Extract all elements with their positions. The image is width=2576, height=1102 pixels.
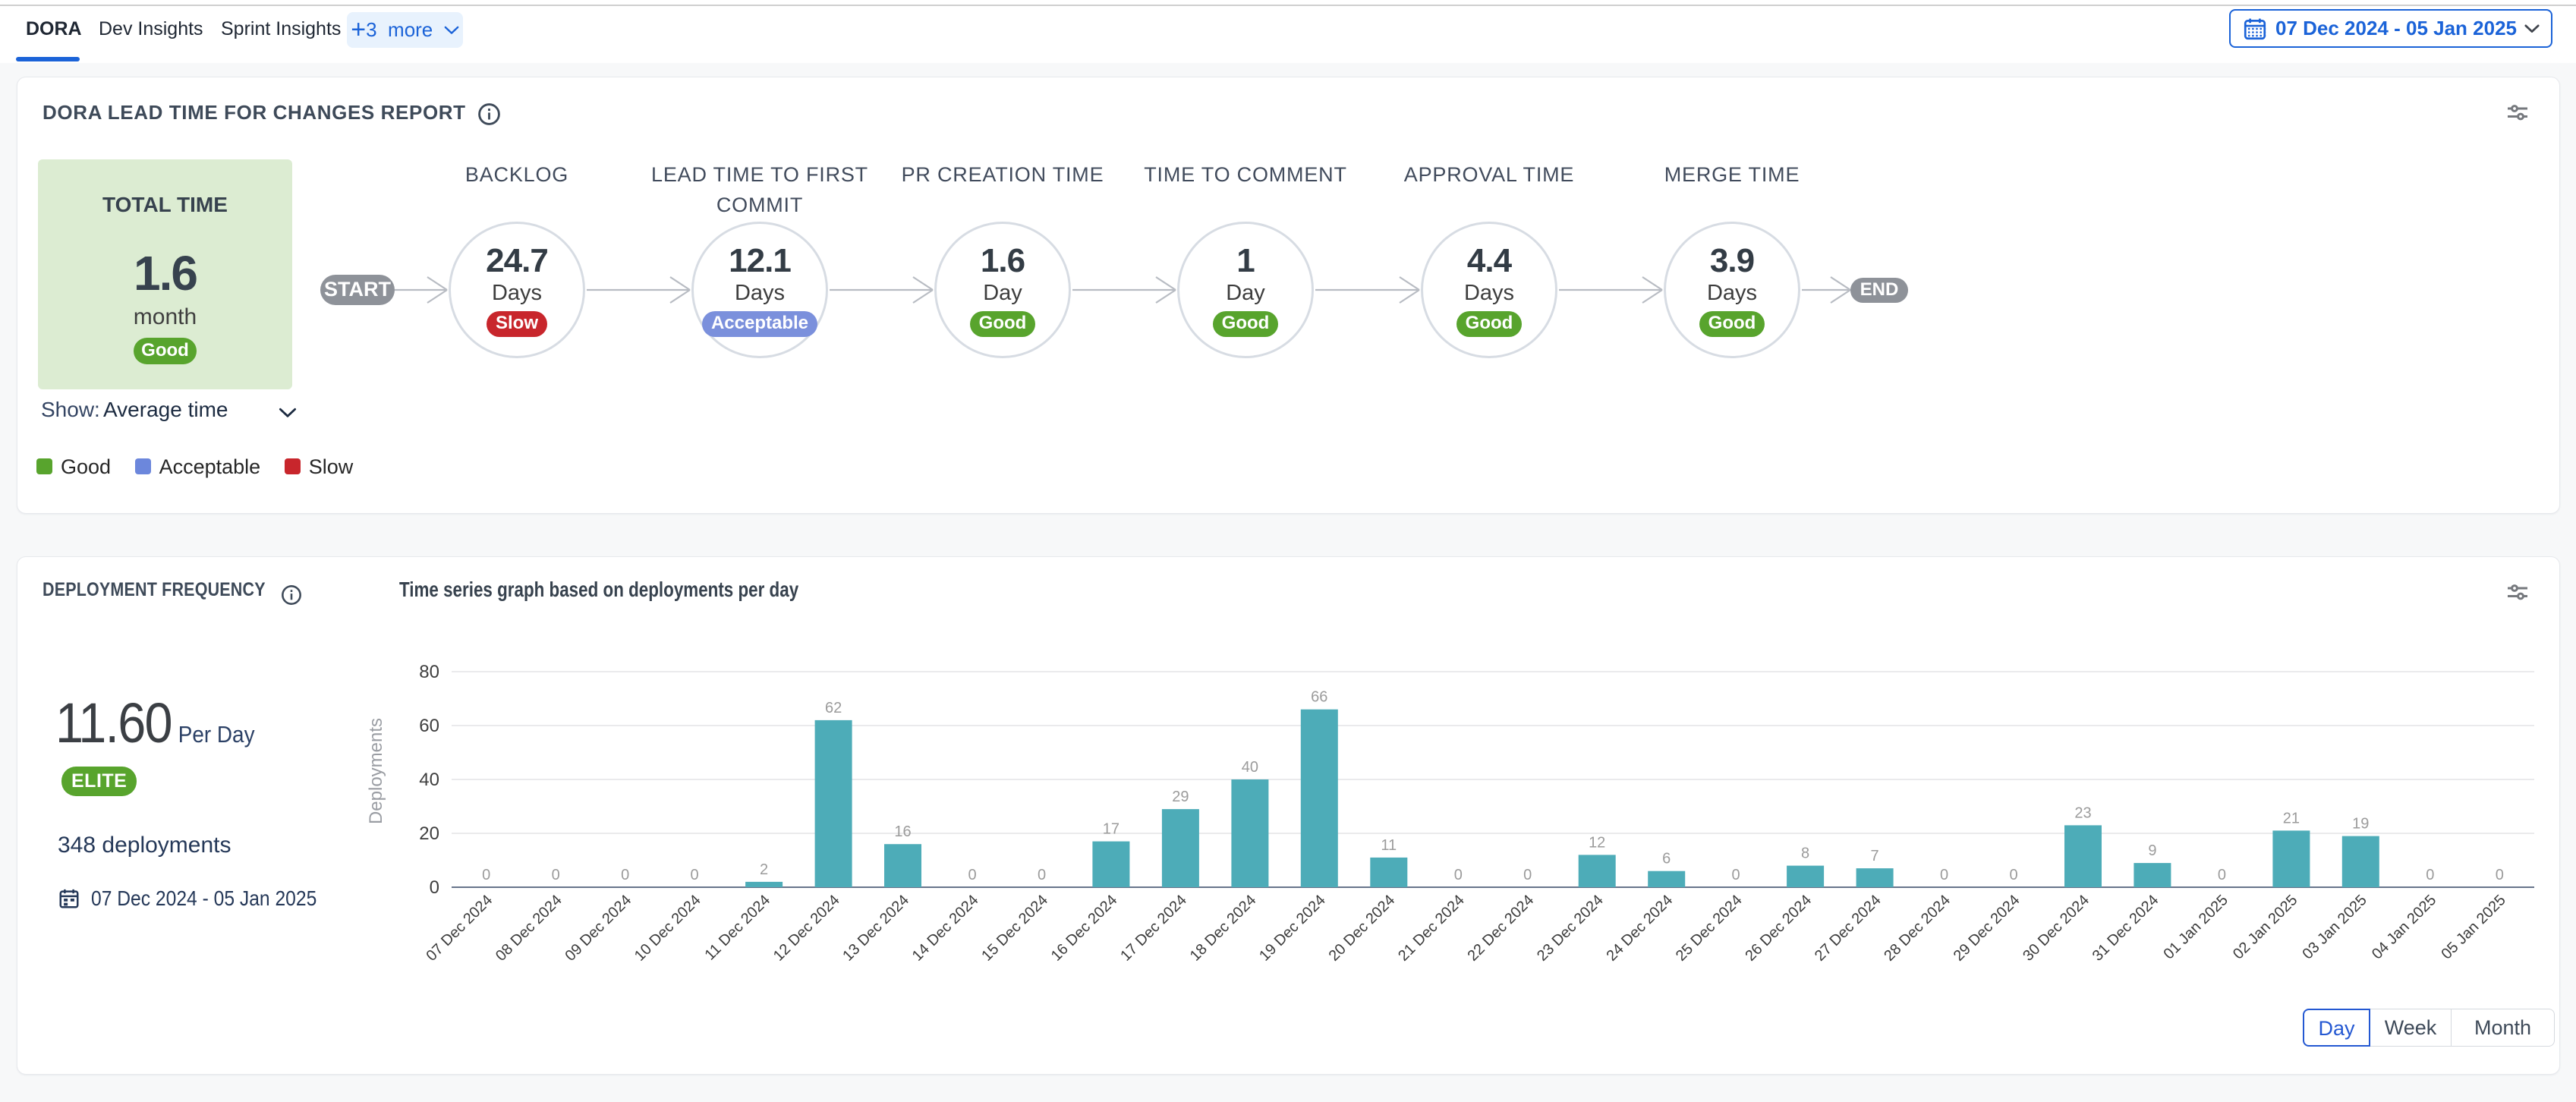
svg-text:19: 19 bbox=[2352, 816, 2369, 833]
svg-text:07 Dec 2024: 07 Dec 2024 bbox=[423, 892, 496, 965]
svg-text:12: 12 bbox=[1589, 834, 1605, 851]
svg-text:0: 0 bbox=[552, 867, 560, 883]
svg-text:0: 0 bbox=[1523, 867, 1532, 883]
svg-text:14 Dec 2024: 14 Dec 2024 bbox=[909, 892, 982, 965]
svg-text:29: 29 bbox=[1172, 789, 1189, 805]
svg-text:25 Dec 2024: 25 Dec 2024 bbox=[1673, 892, 1746, 965]
svg-text:31 Dec 2024: 31 Dec 2024 bbox=[2089, 892, 2162, 965]
svg-text:80: 80 bbox=[419, 662, 439, 682]
svg-text:23 Dec 2024: 23 Dec 2024 bbox=[1534, 892, 1607, 965]
svg-text:0: 0 bbox=[2009, 867, 2017, 883]
svg-text:22 Dec 2024: 22 Dec 2024 bbox=[1464, 892, 1537, 965]
svg-text:11 Dec 2024: 11 Dec 2024 bbox=[701, 892, 773, 964]
svg-text:62: 62 bbox=[825, 700, 842, 716]
svg-text:17 Dec 2024: 17 Dec 2024 bbox=[1117, 892, 1190, 965]
svg-text:29 Dec 2024: 29 Dec 2024 bbox=[1951, 892, 2023, 965]
svg-text:40: 40 bbox=[419, 770, 439, 790]
svg-text:15 Dec 2024: 15 Dec 2024 bbox=[978, 892, 1051, 965]
svg-text:Deployments: Deployments bbox=[366, 718, 386, 824]
svg-text:0: 0 bbox=[691, 867, 699, 883]
svg-text:20 Dec 2024: 20 Dec 2024 bbox=[1326, 892, 1399, 965]
svg-text:60: 60 bbox=[419, 716, 439, 736]
svg-text:6: 6 bbox=[1662, 851, 1671, 867]
svg-text:0: 0 bbox=[1454, 867, 1463, 883]
svg-text:0: 0 bbox=[621, 867, 629, 883]
svg-text:0: 0 bbox=[1038, 867, 1046, 883]
svg-text:40: 40 bbox=[1242, 759, 1258, 776]
svg-text:05 Jan 2025: 05 Jan 2025 bbox=[2438, 892, 2508, 962]
svg-text:27 Dec 2024: 27 Dec 2024 bbox=[1812, 892, 1885, 965]
svg-text:13 Dec 2024: 13 Dec 2024 bbox=[839, 892, 912, 965]
svg-text:66: 66 bbox=[1311, 689, 1327, 706]
svg-text:18 Dec 2024: 18 Dec 2024 bbox=[1187, 892, 1260, 965]
svg-text:23: 23 bbox=[2074, 804, 2091, 821]
svg-text:0: 0 bbox=[1732, 867, 1740, 883]
svg-text:03 Jan 2025: 03 Jan 2025 bbox=[2299, 892, 2370, 962]
svg-text:10 Dec 2024: 10 Dec 2024 bbox=[631, 892, 704, 965]
svg-text:20: 20 bbox=[419, 823, 439, 844]
svg-text:0: 0 bbox=[430, 877, 439, 898]
svg-text:0: 0 bbox=[2426, 867, 2434, 883]
svg-text:0: 0 bbox=[2496, 867, 2504, 883]
svg-text:21 Dec 2024: 21 Dec 2024 bbox=[1395, 892, 1468, 965]
svg-text:24 Dec 2024: 24 Dec 2024 bbox=[1603, 892, 1676, 965]
svg-text:7: 7 bbox=[1871, 848, 1879, 864]
svg-text:12 Dec 2024: 12 Dec 2024 bbox=[770, 892, 843, 965]
svg-text:09 Dec 2024: 09 Dec 2024 bbox=[562, 892, 635, 965]
svg-text:0: 0 bbox=[2218, 867, 2226, 883]
svg-text:21: 21 bbox=[2283, 810, 2300, 826]
svg-text:01 Jan 2025: 01 Jan 2025 bbox=[2161, 892, 2231, 962]
svg-text:9: 9 bbox=[2148, 842, 2156, 859]
svg-text:26 Dec 2024: 26 Dec 2024 bbox=[1742, 892, 1815, 965]
svg-text:11: 11 bbox=[1381, 837, 1397, 854]
svg-text:19 Dec 2024: 19 Dec 2024 bbox=[1256, 892, 1329, 965]
svg-text:2: 2 bbox=[760, 861, 768, 878]
svg-text:0: 0 bbox=[482, 867, 490, 883]
svg-text:0: 0 bbox=[1940, 867, 1948, 883]
svg-text:04 Jan 2025: 04 Jan 2025 bbox=[2369, 892, 2439, 962]
svg-text:8: 8 bbox=[1801, 845, 1809, 862]
svg-text:02 Jan 2025: 02 Jan 2025 bbox=[2230, 892, 2300, 962]
svg-text:0: 0 bbox=[968, 867, 976, 883]
svg-text:08 Dec 2024: 08 Dec 2024 bbox=[493, 892, 565, 965]
svg-text:30 Dec 2024: 30 Dec 2024 bbox=[2020, 892, 2093, 965]
svg-text:16: 16 bbox=[894, 823, 911, 840]
svg-text:28 Dec 2024: 28 Dec 2024 bbox=[1881, 892, 1954, 965]
svg-text:17: 17 bbox=[1103, 821, 1120, 838]
svg-text:16 Dec 2024: 16 Dec 2024 bbox=[1048, 892, 1121, 965]
